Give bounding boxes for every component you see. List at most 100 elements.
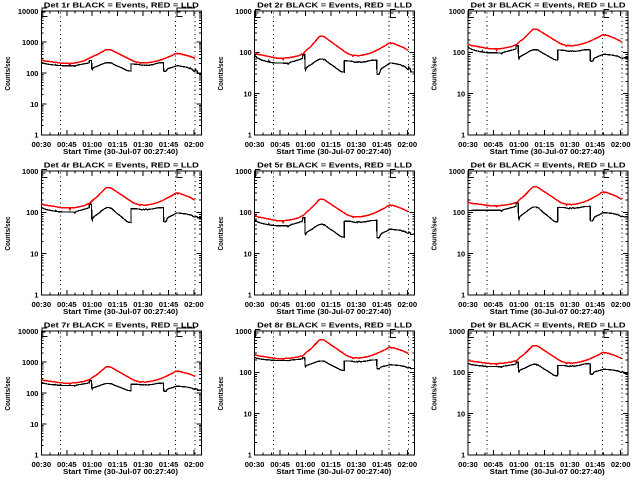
- svg-text:Counts/sec: Counts/sec: [3, 57, 12, 91]
- svg-text:01:30: 01:30: [347, 460, 367, 469]
- svg-text:Det 5r BLACK = Events, RED = L: Det 5r BLACK = Events, RED = LLD: [257, 160, 413, 169]
- svg-text:1: 1: [248, 131, 252, 140]
- svg-text:00:30: 00:30: [32, 300, 52, 309]
- svg-text:1: 1: [461, 131, 465, 140]
- svg-text:01:15: 01:15: [535, 460, 555, 469]
- svg-text:00:30: 00:30: [245, 460, 265, 469]
- svg-text:Counts/sec: Counts/sec: [430, 57, 439, 91]
- svg-text:00:30: 00:30: [245, 140, 265, 149]
- svg-text:01:15: 01:15: [108, 140, 128, 149]
- svg-text:Start Time (30-Jul-07 00:27:40: Start Time (30-Jul-07 00:27:40): [276, 467, 392, 476]
- svg-text:01:00: 01:00: [296, 300, 316, 309]
- svg-text:02:00: 02:00: [611, 140, 631, 149]
- svg-text:02:00: 02:00: [184, 300, 204, 309]
- svg-text:10000: 10000: [18, 327, 39, 336]
- svg-text:01:45: 01:45: [372, 460, 392, 469]
- svg-text:00:30: 00:30: [458, 300, 478, 309]
- svg-text:01:00: 01:00: [82, 300, 102, 309]
- svg-text:Counts/sec: Counts/sec: [3, 217, 12, 251]
- svg-text:01:00: 01:00: [296, 140, 316, 149]
- svg-text:00:30: 00:30: [32, 140, 52, 149]
- svg-text:1000: 1000: [449, 327, 465, 336]
- svg-text:Start Time (30-Jul-07 00:27:40: Start Time (30-Jul-07 00:27:40): [490, 307, 606, 316]
- svg-text:01:30: 01:30: [133, 460, 153, 469]
- svg-text:1: 1: [34, 291, 38, 300]
- svg-text:01:45: 01:45: [159, 460, 179, 469]
- svg-text:10: 10: [30, 250, 38, 259]
- svg-text:01:00: 01:00: [509, 140, 529, 149]
- svg-text:01:15: 01:15: [535, 300, 555, 309]
- svg-text:01:00: 01:00: [296, 460, 316, 469]
- svg-text:Start Time (30-Jul-07 00:27:40: Start Time (30-Jul-07 00:27:40): [490, 147, 606, 156]
- svg-text:00:45: 00:45: [484, 300, 504, 309]
- svg-text:00:45: 00:45: [57, 300, 77, 309]
- svg-text:100: 100: [453, 208, 465, 217]
- svg-text:01:15: 01:15: [108, 300, 128, 309]
- svg-text:01:45: 01:45: [159, 300, 179, 309]
- svg-text:01:45: 01:45: [585, 140, 605, 149]
- svg-text:1: 1: [248, 451, 252, 460]
- svg-text:01:15: 01:15: [321, 300, 341, 309]
- svg-text:Counts/sec: Counts/sec: [430, 217, 439, 251]
- svg-text:Det 3r BLACK = Events, RED = L: Det 3r BLACK = Events, RED = LLD: [471, 0, 627, 9]
- svg-text:02:00: 02:00: [184, 140, 204, 149]
- svg-text:01:45: 01:45: [372, 140, 392, 149]
- svg-text:10000: 10000: [18, 7, 39, 16]
- svg-text:Start Time (30-Jul-07 00:27:40: Start Time (30-Jul-07 00:27:40): [276, 307, 392, 316]
- svg-text:1000: 1000: [22, 38, 38, 47]
- svg-text:1: 1: [34, 131, 38, 140]
- svg-text:01:15: 01:15: [321, 460, 341, 469]
- svg-text:01:30: 01:30: [133, 300, 153, 309]
- svg-text:10: 10: [244, 410, 252, 419]
- svg-text:100: 100: [26, 69, 38, 78]
- svg-text:Counts/sec: Counts/sec: [216, 57, 225, 91]
- svg-text:00:45: 00:45: [57, 140, 77, 149]
- svg-text:10: 10: [30, 420, 38, 429]
- svg-text:Counts/sec: Counts/sec: [3, 377, 12, 411]
- svg-text:01:00: 01:00: [82, 460, 102, 469]
- svg-text:01:45: 01:45: [159, 140, 179, 149]
- svg-text:01:00: 01:00: [509, 300, 529, 309]
- svg-text:10: 10: [244, 90, 252, 99]
- svg-text:Det 4r BLACK = Events, RED = L: Det 4r BLACK = Events, RED = LLD: [44, 160, 200, 169]
- svg-text:Det 2r BLACK = Events, RED = L: Det 2r BLACK = Events, RED = LLD: [257, 0, 413, 9]
- svg-text:1000: 1000: [22, 358, 38, 367]
- svg-text:100: 100: [239, 208, 251, 217]
- svg-text:Start Time (30-Jul-07 00:27:40: Start Time (30-Jul-07 00:27:40): [63, 467, 179, 476]
- svg-text:100: 100: [453, 48, 465, 57]
- svg-text:01:15: 01:15: [535, 140, 555, 149]
- svg-text:100: 100: [453, 368, 465, 377]
- svg-text:Det 9r BLACK = Events, RED = L: Det 9r BLACK = Events, RED = LLD: [471, 320, 627, 329]
- svg-text:Det 6r BLACK = Events, RED = L: Det 6r BLACK = Events, RED = LLD: [471, 160, 627, 169]
- svg-text:10: 10: [30, 100, 38, 109]
- svg-text:01:00: 01:00: [82, 140, 102, 149]
- svg-text:01:45: 01:45: [585, 460, 605, 469]
- svg-text:Det 1r BLACK = Events, RED = L: Det 1r BLACK = Events, RED = LLD: [44, 0, 200, 9]
- svg-text:10: 10: [244, 250, 252, 259]
- svg-text:00:45: 00:45: [484, 460, 504, 469]
- svg-text:01:00: 01:00: [509, 460, 529, 469]
- svg-text:Start Time (30-Jul-07 00:27:40: Start Time (30-Jul-07 00:27:40): [63, 307, 179, 316]
- svg-text:00:45: 00:45: [484, 140, 504, 149]
- svg-text:100: 100: [239, 368, 251, 377]
- svg-text:1000: 1000: [235, 7, 251, 16]
- svg-text:1000: 1000: [235, 327, 251, 336]
- svg-text:02:00: 02:00: [398, 140, 418, 149]
- svg-text:1: 1: [248, 291, 252, 300]
- svg-text:10: 10: [457, 250, 465, 259]
- svg-text:100: 100: [26, 208, 38, 217]
- svg-text:Counts/sec: Counts/sec: [430, 377, 439, 411]
- svg-text:02:00: 02:00: [184, 460, 204, 469]
- svg-text:02:00: 02:00: [398, 300, 418, 309]
- svg-text:1000: 1000: [449, 167, 465, 176]
- svg-text:01:30: 01:30: [347, 140, 367, 149]
- svg-text:00:30: 00:30: [32, 460, 52, 469]
- svg-text:01:15: 01:15: [321, 140, 341, 149]
- svg-text:01:45: 01:45: [372, 300, 392, 309]
- svg-text:1: 1: [461, 451, 465, 460]
- svg-text:10: 10: [457, 410, 465, 419]
- svg-text:Start Time (30-Jul-07 00:27:40: Start Time (30-Jul-07 00:27:40): [63, 147, 179, 156]
- svg-text:01:30: 01:30: [133, 140, 153, 149]
- svg-text:01:45: 01:45: [585, 300, 605, 309]
- svg-text:Start Time (30-Jul-07 00:27:40: Start Time (30-Jul-07 00:27:40): [276, 147, 392, 156]
